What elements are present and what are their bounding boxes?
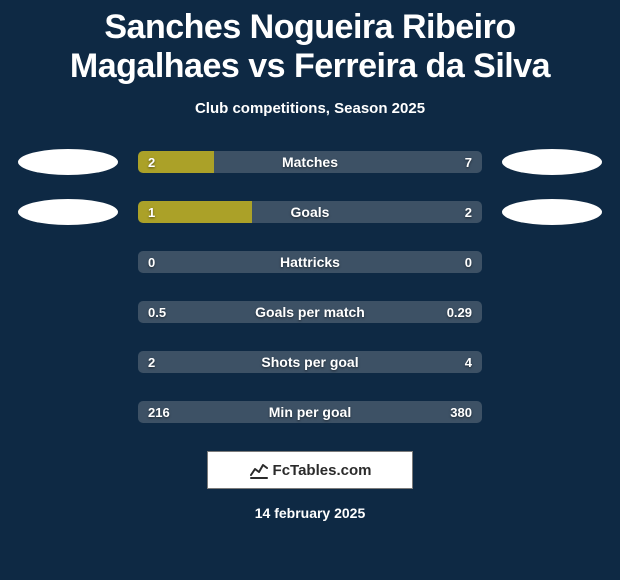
bar-label: Matches bbox=[138, 151, 482, 173]
stat-bar: 00Hattricks bbox=[138, 251, 482, 273]
stat-row: 24Shots per goal bbox=[18, 349, 602, 375]
stat-row: 27Matches bbox=[18, 149, 602, 175]
bar-label: Shots per goal bbox=[138, 351, 482, 373]
stat-bar: 12Goals bbox=[138, 201, 482, 223]
infographic-root: Sanches Nogueira Ribeiro Magalhaes vs Fe… bbox=[0, 0, 620, 580]
stat-bar: 27Matches bbox=[138, 151, 482, 173]
page-title: Sanches Nogueira Ribeiro Magalhaes vs Fe… bbox=[0, 8, 620, 86]
chart-icon bbox=[249, 460, 269, 480]
spacer bbox=[18, 399, 118, 425]
stat-row: 00Hattricks bbox=[18, 249, 602, 275]
stat-bar: 0.50.29Goals per match bbox=[138, 301, 482, 323]
player-indicator-right bbox=[502, 149, 602, 175]
spacer bbox=[502, 249, 602, 275]
attribution-badge: FcTables.com bbox=[207, 451, 413, 489]
subtitle: Club competitions, Season 2025 bbox=[195, 100, 425, 117]
stat-bar: 24Shots per goal bbox=[138, 351, 482, 373]
player-indicator-right bbox=[502, 199, 602, 225]
player-indicator-left bbox=[18, 149, 118, 175]
stat-row: 0.50.29Goals per match bbox=[18, 299, 602, 325]
spacer bbox=[502, 349, 602, 375]
spacer bbox=[18, 249, 118, 275]
spacer bbox=[18, 349, 118, 375]
bar-label: Goals per match bbox=[138, 301, 482, 323]
stat-rows: 27Matches 12Goals 00Hattricks 0.50.29Goals … bbox=[18, 149, 602, 425]
stat-row: 12Goals bbox=[18, 199, 602, 225]
stat-bar: 216380Min per goal bbox=[138, 401, 482, 423]
date-text: 14 february 2025 bbox=[255, 505, 366, 521]
bar-label: Min per goal bbox=[138, 401, 482, 423]
spacer bbox=[18, 299, 118, 325]
spacer bbox=[502, 299, 602, 325]
player-indicator-left bbox=[18, 199, 118, 225]
stat-row: 216380Min per goal bbox=[18, 399, 602, 425]
attribution-text: FcTables.com bbox=[273, 462, 372, 479]
bar-label: Goals bbox=[138, 201, 482, 223]
bar-label: Hattricks bbox=[138, 251, 482, 273]
spacer bbox=[502, 399, 602, 425]
